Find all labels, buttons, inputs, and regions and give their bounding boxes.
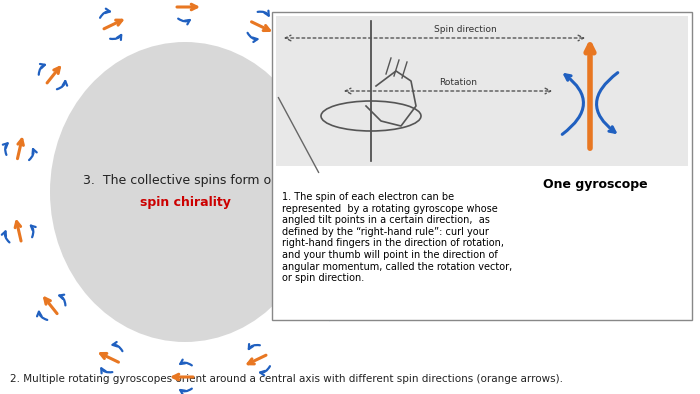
Text: Rotation: Rotation [439,78,477,87]
Text: 2. Multiple rotating gyroscopes orient around a central axis with different spin: 2. Multiple rotating gyroscopes orient a… [10,374,563,384]
Text: 1. The spin of each electron can be
represented  by a rotating gyroscope whose
a: 1. The spin of each electron can be repr… [282,192,512,283]
Text: Spin direction: Spin direction [434,25,497,34]
Text: 3.  The collective spins form one: 3. The collective spins form one [83,173,287,186]
Text: One gyroscope: One gyroscope [542,178,648,191]
FancyBboxPatch shape [272,12,692,320]
Text: spin chirality: spin chirality [139,195,230,208]
FancyBboxPatch shape [276,16,688,166]
Ellipse shape [50,42,320,342]
